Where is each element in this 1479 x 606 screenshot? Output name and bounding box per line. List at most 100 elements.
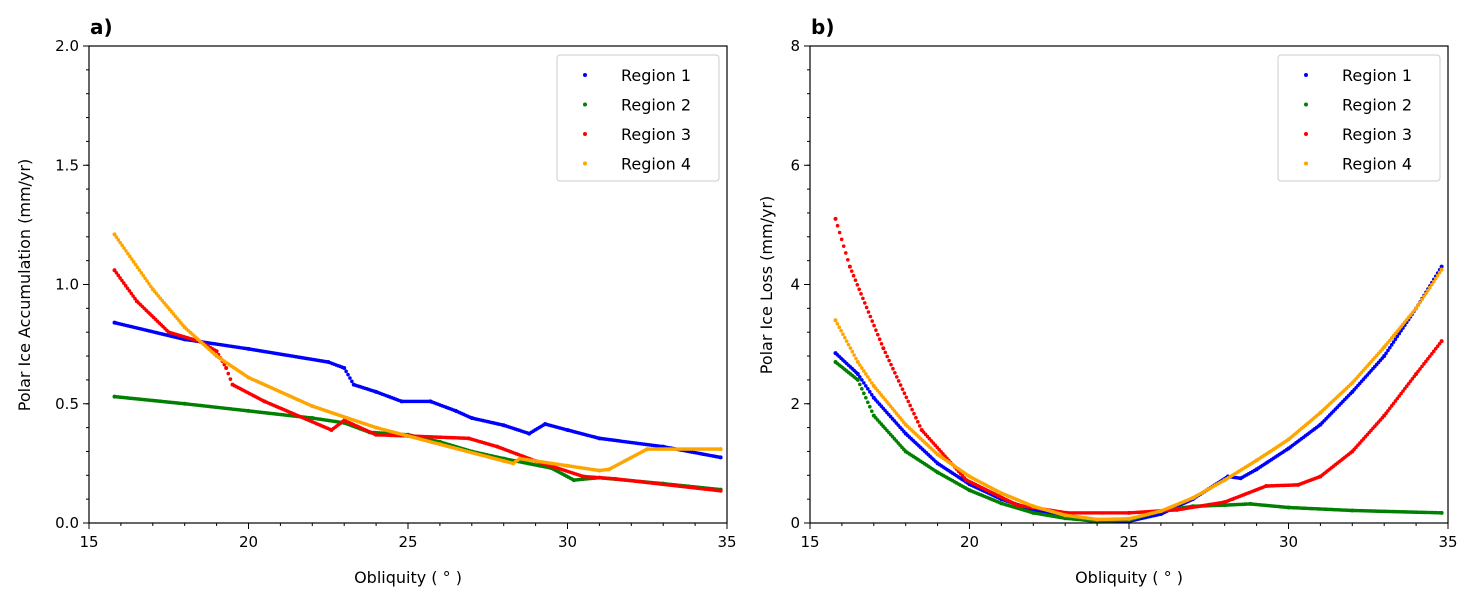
legend-label: Region 1 [1342, 66, 1412, 85]
data-point [1401, 389, 1405, 393]
legend: Region 1 Region 2 Region 3 Region 4 [1277, 54, 1441, 182]
data-point [843, 251, 848, 255]
data-point [862, 369, 866, 373]
data-point [866, 375, 870, 379]
data-point [125, 286, 130, 291]
data-point [1395, 334, 1400, 339]
data-point [1428, 354, 1432, 359]
x-tick-label: 30 [558, 533, 577, 551]
data-point [1435, 273, 1440, 278]
legend-label: Region 3 [1342, 125, 1412, 144]
data-point [852, 353, 856, 357]
data-point [120, 243, 124, 248]
data-point [864, 395, 868, 400]
series-region-3 [112, 268, 723, 493]
data-point [846, 257, 850, 262]
data-point [1437, 270, 1442, 275]
x-tick-label: 20 [960, 533, 979, 551]
data-point [841, 244, 846, 248]
data-point [1391, 340, 1396, 344]
x-tick-label: 35 [717, 533, 736, 551]
data-point [1397, 331, 1402, 336]
data-point [881, 346, 886, 351]
y-axis-label: Polar Ice Accumulation (mm/yr) [15, 159, 34, 411]
data-point [344, 369, 348, 374]
data-point [868, 378, 872, 382]
legend: Region 1 Region 2 Region 3 Region 4 [556, 54, 720, 182]
data-point [1416, 303, 1420, 308]
data-point [858, 375, 862, 379]
data-point [866, 400, 870, 405]
panel-a: a) Obliquity ( ° ) Polar Ice Accumulatio… [15, 15, 737, 587]
data-point [1395, 396, 1400, 401]
data-point [116, 238, 121, 242]
data-point [896, 379, 901, 383]
data-point [120, 278, 124, 283]
x-tick-label: 30 [1279, 533, 1298, 551]
data-point [135, 265, 140, 270]
data-point [1420, 364, 1424, 369]
data-point [857, 287, 861, 292]
data-point [854, 356, 858, 361]
data-point [855, 371, 860, 376]
data-point [862, 381, 866, 385]
data-point [868, 404, 872, 409]
data-point [898, 383, 903, 387]
data-point [864, 372, 868, 376]
data-point [868, 314, 873, 319]
data-point [1428, 285, 1432, 290]
data-point [864, 384, 868, 388]
data-point [1418, 367, 1422, 371]
series-region-1 [833, 264, 1444, 524]
data-point [912, 411, 916, 416]
data-point [114, 270, 119, 275]
data-point [718, 455, 723, 460]
data-point [149, 284, 153, 289]
series-region-4 [833, 267, 1444, 522]
data-point [1388, 345, 1392, 350]
data-point [1386, 408, 1390, 413]
data-point [893, 371, 897, 375]
data-point [1388, 406, 1392, 411]
series-region-1 [112, 320, 723, 460]
legend-marker [1304, 161, 1308, 166]
data-point [348, 376, 352, 380]
data-point [900, 387, 905, 391]
data-point [875, 332, 880, 337]
data-point [887, 358, 891, 363]
data-point [914, 415, 918, 420]
data-point [847, 264, 852, 269]
data-point [859, 292, 863, 296]
y-axis-label: Polar Ice Loss (mm/yr) [757, 196, 776, 375]
x-tick-label: 15 [800, 533, 819, 551]
data-point [855, 282, 860, 287]
data-point [889, 362, 893, 367]
y-tick-label: 8 [790, 37, 800, 55]
y-tick-label: 1.0 [55, 276, 79, 294]
data-point [112, 268, 117, 273]
data-point [849, 269, 854, 273]
data-point [346, 372, 350, 377]
data-point [131, 294, 135, 298]
data-point [904, 395, 909, 400]
y-tick-label: 0.5 [55, 395, 79, 413]
data-point [1439, 264, 1444, 269]
data-point [883, 350, 888, 355]
data-point [1430, 351, 1434, 356]
y-tick-label: 0.0 [55, 514, 79, 532]
data-point [122, 281, 126, 285]
data-point [855, 360, 860, 365]
x-tick-label: 15 [79, 533, 98, 551]
data-point [226, 371, 231, 376]
legend-label: Region 1 [621, 66, 691, 85]
data-point [851, 273, 856, 278]
data-point [862, 391, 866, 396]
data-point [870, 319, 875, 323]
y-tick-label: 0 [790, 514, 800, 532]
x-tick-label: 35 [1438, 533, 1457, 551]
panel-label: a) [90, 15, 113, 39]
data-point [129, 291, 134, 296]
x-axis-label: Obliquity ( ° ) [1075, 568, 1183, 587]
